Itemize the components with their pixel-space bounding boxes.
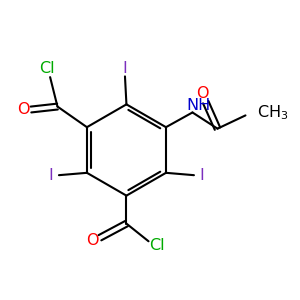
Text: O: O <box>86 233 98 248</box>
Text: Cl: Cl <box>149 238 165 253</box>
Text: Cl: Cl <box>39 61 55 76</box>
Text: CH$_3$: CH$_3$ <box>257 104 288 122</box>
Text: O: O <box>17 102 30 117</box>
Text: I: I <box>200 168 205 183</box>
Text: I: I <box>123 61 127 76</box>
Text: O: O <box>196 86 209 101</box>
Text: NH: NH <box>187 98 211 112</box>
Text: I: I <box>48 168 53 183</box>
